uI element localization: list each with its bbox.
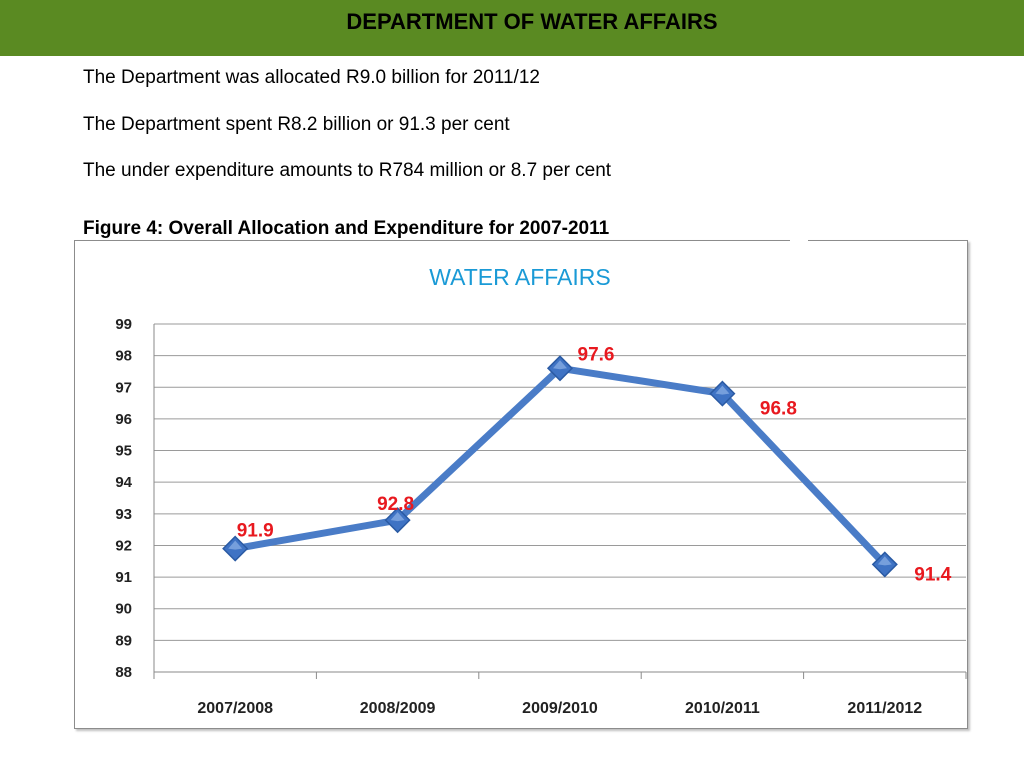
y-tick-label: 98: [115, 348, 132, 365]
summary-line-spent: The Department spent R8.2 billion or 91.…: [83, 114, 510, 135]
chart-frame: [74, 240, 968, 729]
data-label: 97.6: [578, 344, 615, 365]
series-layer: [222, 355, 898, 578]
y-tick-label: 99: [115, 316, 132, 333]
summary-line-allocation: The Department was allocated R9.0 billio…: [83, 67, 540, 88]
x-tick-label: 2007/2008: [197, 700, 273, 717]
data-label: 96.8: [760, 399, 797, 420]
y-tick-label: 88: [115, 664, 132, 681]
data-point-marker-highlight: [877, 556, 892, 566]
chart-title: WATER AFFAIRS: [429, 264, 610, 290]
header-banner: DEPARTMENT OF WATER AFFAIRS: [0, 0, 1024, 56]
data-label: 92.8: [377, 494, 414, 515]
caption-gap: [790, 236, 808, 244]
x-tick-label: 2009/2010: [522, 700, 598, 717]
y-tick-label: 94: [115, 474, 132, 491]
data-label: 91.9: [237, 521, 274, 542]
y-tick-label: 89: [115, 632, 132, 649]
y-tick-label: 95: [115, 443, 132, 460]
data-point-marker-highlight: [390, 512, 405, 522]
y-tick-label: 93: [115, 506, 132, 523]
y-tick-label: 97: [115, 379, 132, 396]
x-tick-label: 2010/2011: [685, 700, 760, 717]
figure-caption: Figure 4: Overall Allocation and Expendi…: [83, 218, 610, 239]
data-label: 91.4: [914, 564, 951, 585]
x-tick-label: 2011/2012: [847, 700, 922, 717]
x-axis: 2007/2008 2008/2009 2009/2010 2010/2011 2011…: [153, 671, 967, 717]
y-tick-label: 92: [115, 537, 132, 554]
y-tick-label: 90: [115, 601, 132, 618]
y-tick-label: 96: [115, 411, 132, 428]
page-title: DEPARTMENT OF WATER AFFAIRS: [346, 9, 718, 34]
summary-line-underexpenditure: The under expenditure amounts to R784 mi…: [83, 160, 612, 181]
data-label-layer: 91.9 92.8 97.6 96.8 91.4: [237, 344, 952, 585]
data-point-marker-highlight: [553, 360, 567, 370]
y-tick-label: 91: [115, 569, 132, 586]
x-tick-label: 2008/2009: [360, 700, 436, 717]
data-point-marker-highlight: [228, 540, 243, 550]
y-axis: 88 89 90 91 92 93 94 95 96 97 98 99: [115, 316, 155, 681]
data-point-marker-highlight: [715, 385, 730, 395]
